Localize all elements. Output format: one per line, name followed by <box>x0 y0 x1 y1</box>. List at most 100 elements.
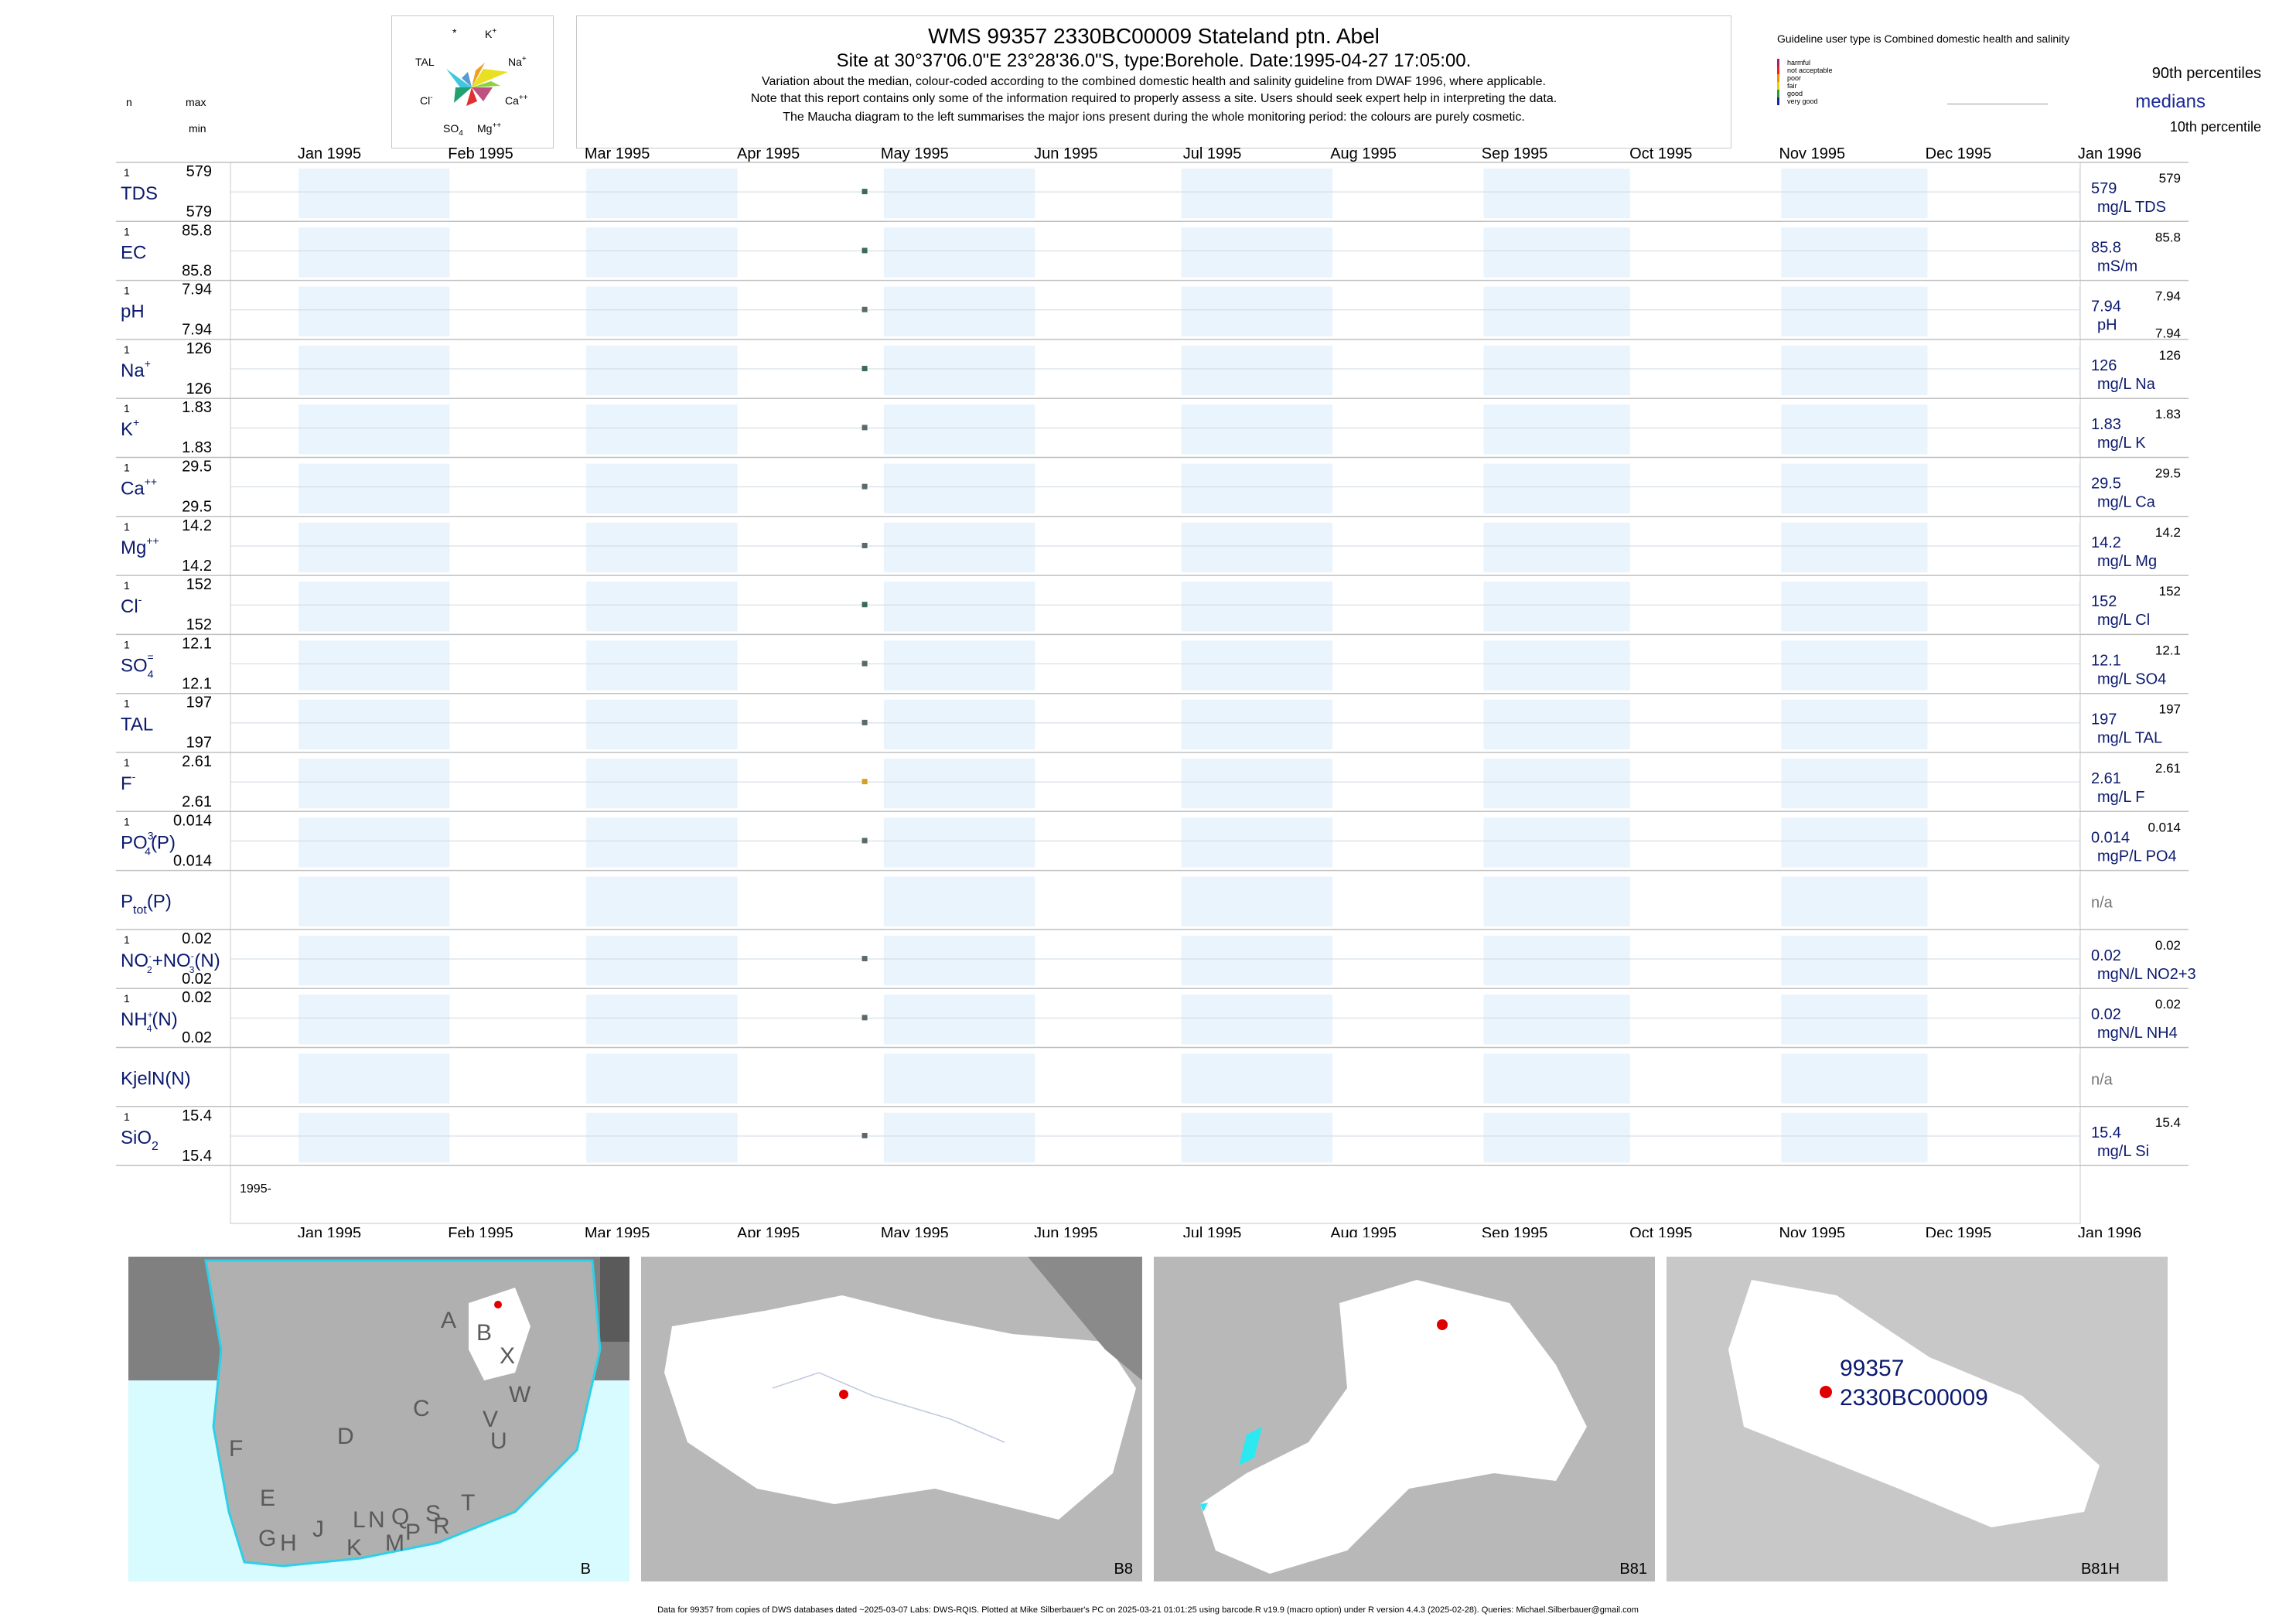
guideline-class-label: harmful <box>1787 59 1811 67</box>
maucha-diagram-graphic: * K+ TAL Na+ Cl- Ca++ SO4 Mg++ <box>415 26 528 138</box>
unit-label: mg/L Si <box>2097 1143 2149 1160</box>
sample-count: 1 <box>124 579 130 592</box>
month-band <box>2079 759 2080 809</box>
map-caption-b81: B81 <box>1619 1561 1647 1578</box>
month-band <box>1181 640 1333 691</box>
median-value: 0.02 <box>2091 947 2121 964</box>
data-point <box>861 602 868 608</box>
month-label-top: Oct 1995 <box>1629 145 1692 162</box>
month-band <box>586 345 738 396</box>
month-band <box>299 227 450 278</box>
median-value: 126 <box>2091 357 2117 374</box>
month-band <box>2079 582 2080 632</box>
site-subtitle: Site at 30°37'06.0"E 23°28'36.0"S, type:… <box>836 50 1472 71</box>
note-line-3: The Maucha diagram to the left summarise… <box>783 111 1525 124</box>
month-label-bottom: May 1995 <box>881 1225 949 1237</box>
map-region-letter: X <box>500 1343 515 1369</box>
maucha-label-tal: TAL <box>415 56 435 68</box>
unit-label: mS/m <box>2097 258 2137 275</box>
p90-value: 152 <box>2159 584 2181 599</box>
month-band <box>1181 995 1333 1045</box>
parameter-name: pH <box>121 302 145 322</box>
p90-label: 90th percentiles <box>2151 65 2261 82</box>
max-value: 12.1 <box>182 635 212 652</box>
map-region-letter: K <box>346 1535 362 1561</box>
month-band <box>1483 582 1630 632</box>
month-band <box>1781 995 1928 1045</box>
map-region-letter: T <box>461 1490 475 1516</box>
min-value: 15.4 <box>182 1148 212 1165</box>
data-point <box>861 719 868 725</box>
month-band <box>1781 227 1928 278</box>
max-value: 2.61 <box>182 753 212 770</box>
median-value: 14.2 <box>2091 534 2121 551</box>
guideline-class-label: very good <box>1787 97 1818 105</box>
month-band <box>2079 1053 2080 1104</box>
month-label-bottom: Jan 1995 <box>298 1225 361 1237</box>
month-band <box>883 404 1035 455</box>
month-band <box>1781 286 1928 336</box>
sample-count: 1 <box>124 166 130 179</box>
month-band <box>2079 169 2080 219</box>
median-value: 7.94 <box>2091 299 2121 316</box>
site-code-label: 2330BC00009 <box>1840 1385 1988 1411</box>
month-band <box>586 935 738 986</box>
month-label-top: Dec 1995 <box>1926 145 1992 162</box>
p90-value: 12.1 <box>2155 643 2181 657</box>
month-band <box>1781 463 1928 513</box>
median-value: 152 <box>2091 593 2117 610</box>
month-label-bottom: Jun 1995 <box>1034 1225 1097 1237</box>
month-band <box>1483 169 1630 219</box>
min-value: 85.8 <box>182 262 212 279</box>
max-value: 197 <box>186 694 212 711</box>
parameter-name: Cl- <box>121 593 142 617</box>
month-band <box>299 935 450 986</box>
month-band <box>2079 640 2080 691</box>
sample-count: 1 <box>124 225 130 237</box>
map-region-letter: N <box>368 1507 385 1533</box>
map-caption-b81h: B81H <box>2080 1561 2120 1578</box>
p90-value: 0.02 <box>2155 997 2181 1012</box>
month-band <box>2079 935 2080 986</box>
p90-value: 1.83 <box>2155 407 2181 421</box>
month-band <box>299 1053 450 1104</box>
month-label-bottom: Dec 1995 <box>1926 1225 1992 1237</box>
unit-label: mg/L SO4 <box>2097 670 2166 687</box>
month-label-top: Apr 1995 <box>737 145 800 162</box>
month-band <box>1181 345 1333 396</box>
guideline-class-label: fair <box>1787 82 1797 90</box>
min-value: 7.94 <box>182 322 212 339</box>
sample-count: 1 <box>124 520 130 533</box>
data-point <box>861 366 868 372</box>
p90-value: 29.5 <box>2155 466 2181 481</box>
month-band <box>299 582 450 632</box>
month-band <box>883 463 1035 513</box>
month-band <box>1483 522 1630 573</box>
data-point <box>861 542 868 548</box>
month-band <box>1781 169 1928 219</box>
parameter-name: F- <box>121 770 136 794</box>
month-band <box>1781 404 1928 455</box>
month-band <box>1483 995 1630 1045</box>
month-band <box>586 995 738 1045</box>
guideline-class-label: not acceptable <box>1787 67 1833 74</box>
month-band <box>1781 1112 1928 1163</box>
parameter-name: Mg++ <box>121 534 159 558</box>
median-value: 579 <box>2091 180 2117 197</box>
median-value: 12.1 <box>2091 652 2121 669</box>
median-na: n/a <box>2091 1072 2113 1089</box>
data-point <box>861 660 868 667</box>
median-value: 15.4 <box>2091 1124 2121 1141</box>
unit-label: mg/L Na <box>2097 376 2156 393</box>
guideline-class: harmful <box>1777 59 1810 67</box>
month-band <box>1483 345 1630 396</box>
month-label-top: Nov 1995 <box>1779 145 1845 162</box>
max-value: 0.014 <box>173 812 212 829</box>
min-value: 197 <box>186 735 212 752</box>
month-band <box>883 699 1035 749</box>
max-value: 0.02 <box>182 989 212 1006</box>
parameter-name: K+ <box>121 416 139 440</box>
parameter-name: EC <box>121 242 146 263</box>
parameter-name: Na+ <box>121 357 151 381</box>
